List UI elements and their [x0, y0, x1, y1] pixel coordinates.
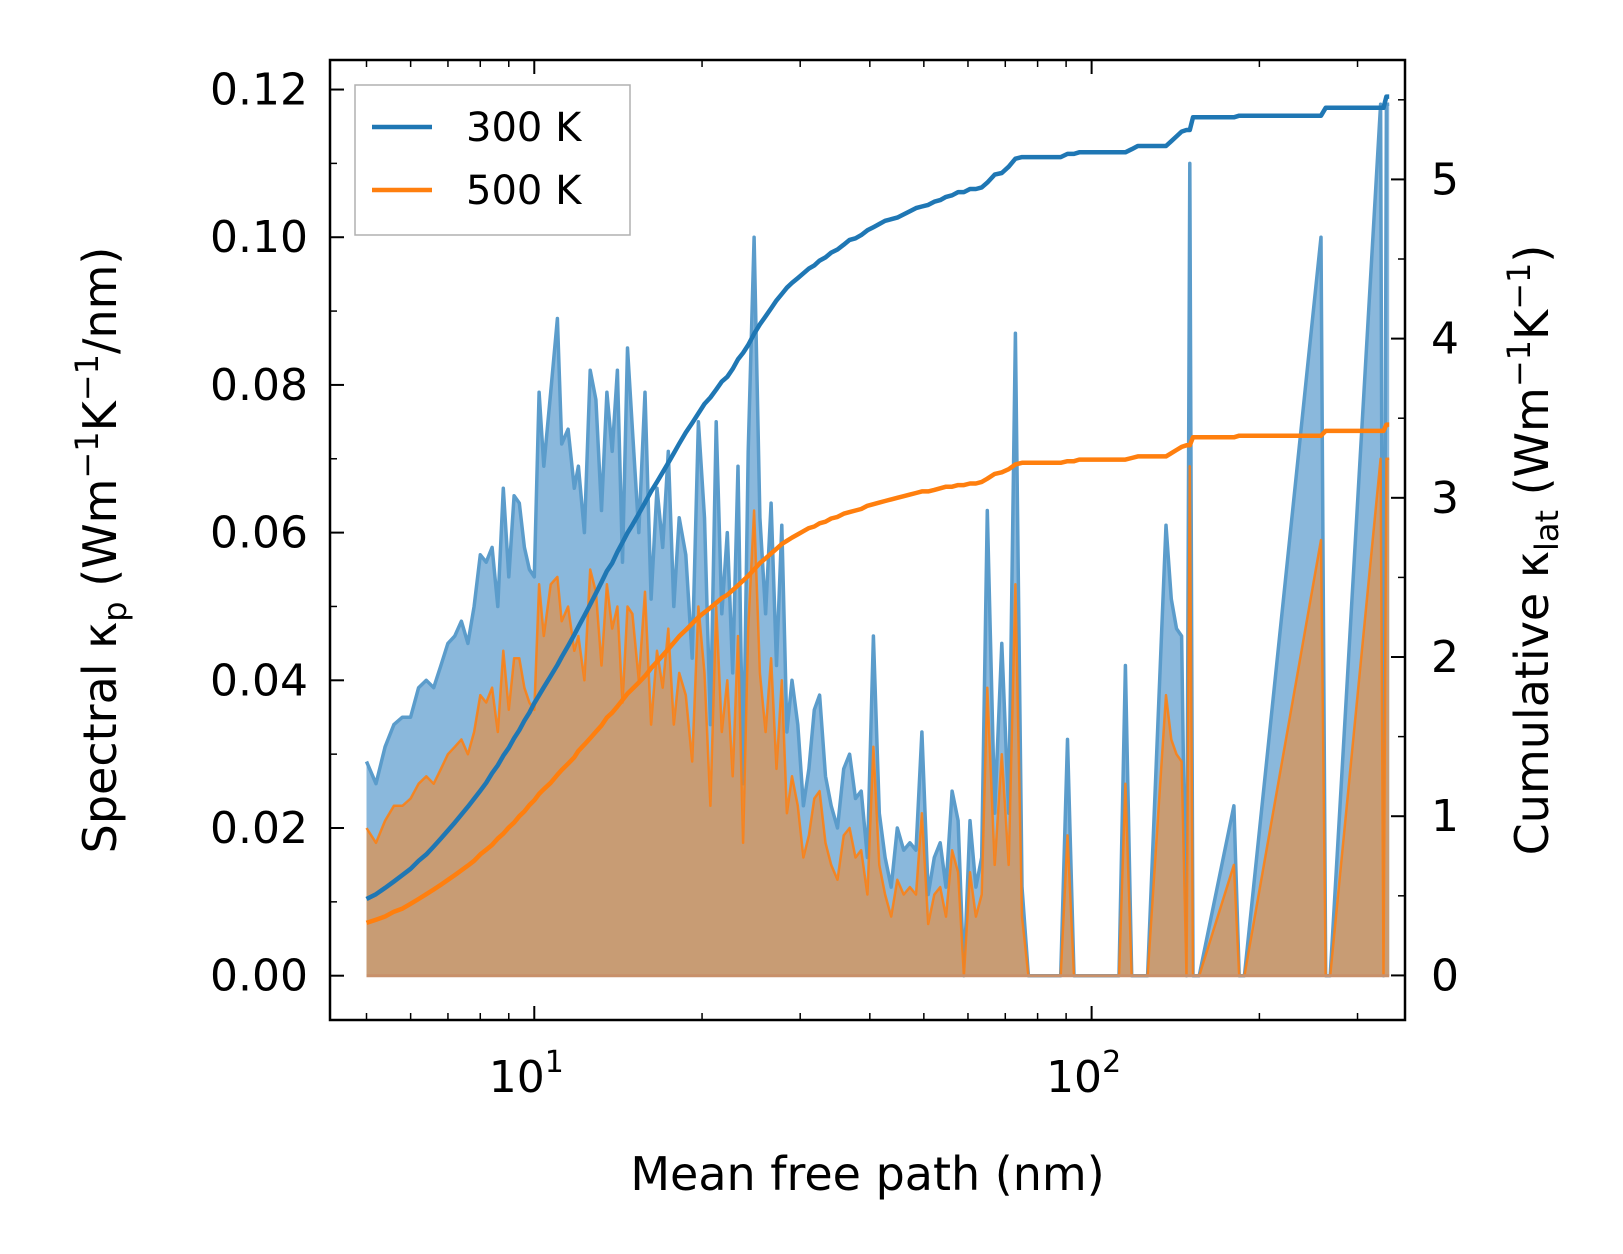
y-left-tick-label: 0.10 — [210, 212, 308, 263]
legend: 300 K 500 K — [354, 84, 631, 236]
y-right-tick-label: 3 — [1431, 473, 1459, 524]
spectral-area-500k — [366, 458, 1390, 976]
y-left-tick-label: 0.04 — [210, 655, 308, 706]
ylabel-left-open: (Wm — [73, 479, 127, 602]
cumulative-line-300k — [365, 94, 1390, 902]
y-left-tick-label: 0.02 — [210, 803, 308, 854]
y-axis-label-left: Spectral κp (Wm−1K−1/nm) — [68, 247, 134, 854]
y-right-tick-label: 2 — [1431, 632, 1459, 683]
y-left-tick-label: 0.08 — [210, 360, 308, 411]
ylabel-right-sup2: −1 — [1500, 263, 1538, 310]
y-axis-label-right: Cumulative κlat (Wm−1K−1) — [1500, 245, 1566, 856]
x-tick-exp: 1 — [545, 1045, 564, 1080]
legend-box — [354, 84, 631, 236]
x-tick-exp: 2 — [1102, 1045, 1121, 1080]
x-tick-base: 10 — [489, 1052, 545, 1103]
ylabel-left-base: Spectral κ — [73, 622, 127, 854]
y-right-tick-label: 4 — [1431, 314, 1459, 365]
y-left-tick-label: 0.12 — [210, 65, 308, 116]
y-right-tick-label: 5 — [1431, 154, 1459, 205]
legend-label-500k: 500 K — [466, 168, 583, 214]
ylabel-left-mid: K — [73, 399, 127, 431]
plot-frame — [328, 58, 1407, 1022]
ylabel-right-open: (Wm — [1505, 387, 1559, 510]
ylabel-left-sup2: −1 — [68, 354, 106, 401]
y-right-tick-label: 1 — [1431, 791, 1459, 842]
ylabel-right-sub: lat — [1528, 510, 1566, 551]
ylabel-right-sup1: −1 — [1500, 340, 1538, 387]
ylabel-left-close: /nm) — [73, 247, 127, 354]
x-tick-base: 10 — [1046, 1052, 1102, 1103]
cumulative-line-500k — [365, 422, 1390, 926]
x-axis-label: Mean free path (nm) — [630, 1147, 1104, 1201]
ylabel-right-base: Cumulative κ — [1505, 551, 1559, 855]
cumulative-lines — [365, 94, 1390, 926]
y-left-tick-label: 0.06 — [210, 508, 308, 559]
legend-label-300k: 300 K — [466, 105, 583, 151]
spectral-fills — [364, 102, 1390, 978]
ylabel-left-sup1: −1 — [68, 431, 106, 478]
ylabel-right-mid: K — [1505, 308, 1559, 340]
y-right-tick-label: 0 — [1431, 950, 1459, 1001]
ylabel-left-sub: p — [96, 601, 134, 621]
ylabel-right-close: ) — [1505, 245, 1559, 263]
x-tick-label: 102 — [1046, 1045, 1121, 1103]
y-left-tick-label: 0.00 — [210, 951, 308, 1002]
x-tick-label: 101 — [489, 1045, 564, 1103]
